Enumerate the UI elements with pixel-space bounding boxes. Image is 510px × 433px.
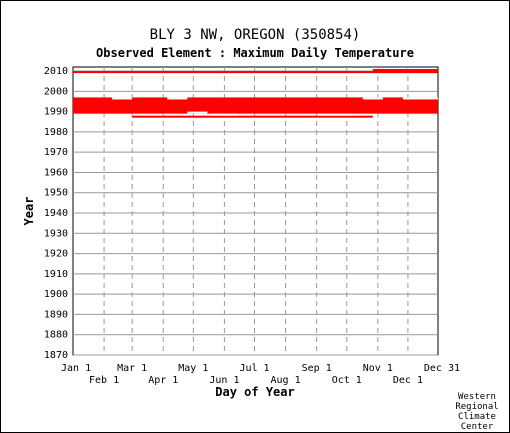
credit-line: Center (461, 422, 494, 432)
y-tick-label: 1950 (44, 188, 68, 199)
y-tick-labels: 1870 1880 1890 1900 1910 1920 1930 1940 1950 1960… (44, 66, 68, 361)
x-tick-label: Dec 1 (393, 375, 423, 386)
x-tick-label: Aug 1 (271, 375, 301, 386)
data-gap (167, 97, 188, 100)
x-tick-label: May 1 (178, 363, 208, 374)
data-block (73, 97, 438, 114)
x-tick-label: Jun 1 (209, 375, 239, 386)
data-gap (317, 113, 353, 116)
y-tick-label: 1880 (44, 330, 68, 341)
chart-subtitle: Observed Element : Maximum Daily Tempera… (96, 46, 414, 60)
y-tick-label: 1990 (44, 107, 68, 118)
credit-line: Climate (458, 412, 496, 422)
chart-title: BLY 3 NW, OREGON (350854) (150, 27, 361, 43)
y-tick-label: 1940 (44, 208, 68, 219)
y-tick-label: 2000 (44, 86, 68, 97)
y-tick-label: 1890 (44, 309, 68, 320)
y-tick-label: 1920 (44, 249, 68, 260)
y-tick-label: 1900 (44, 289, 68, 300)
x-tick-label: Feb 1 (89, 375, 119, 386)
credit-line: Western (458, 392, 496, 402)
y-tick-label: 1980 (44, 127, 68, 138)
x-tick-label: Apr 1 (148, 375, 178, 386)
y-axis-label: Year (22, 197, 36, 226)
data-gap (402, 97, 438, 100)
plot-area (72, 66, 439, 356)
y-tick-label: 1870 (44, 350, 68, 361)
grid (73, 67, 438, 356)
data-gap (187, 111, 208, 114)
x-tick-label: Jul 1 (239, 363, 269, 374)
x-tick-label: Mar 1 (117, 363, 147, 374)
data-gap (212, 113, 238, 116)
x-axis-label: Day of Year (215, 385, 294, 399)
x-tick-label: Nov 1 (363, 363, 393, 374)
y-tick-label: 1970 (44, 147, 68, 158)
y-tick-label: 1930 (44, 228, 68, 239)
data-block (372, 69, 438, 74)
data-gap (112, 97, 133, 100)
credit-line: Regional (455, 402, 498, 412)
data-block (73, 71, 438, 74)
x-tick-label: Dec 31 (424, 363, 460, 374)
data-marks (73, 69, 438, 118)
y-tick-label: 2010 (44, 66, 68, 77)
x-tick-label: Oct 1 (332, 375, 362, 386)
x-tick-labels: Jan 1 Mar 1 May 1 Jul 1 Sep 1 Nov 1 Dec 31 Feb … (61, 363, 460, 386)
y-tick-label: 1910 (44, 269, 68, 280)
data-gap (362, 97, 383, 100)
y-tick-label: 1960 (44, 167, 68, 178)
x-tick-label: Sep 1 (302, 363, 332, 374)
data-block (132, 115, 373, 118)
x-tick-label: Jan 1 (61, 363, 91, 374)
